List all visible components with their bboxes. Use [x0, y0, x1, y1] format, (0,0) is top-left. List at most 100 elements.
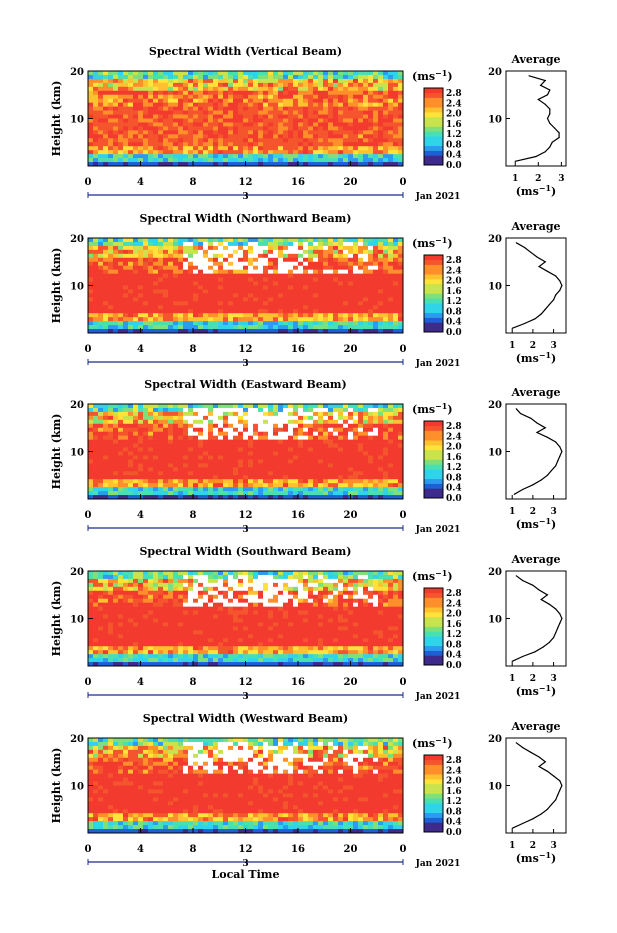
heatmap-cell [308, 75, 313, 79]
heatmap-cell [328, 428, 333, 432]
heatmap-cell [113, 309, 118, 313]
heatmap-cell [178, 115, 183, 119]
heatmap-cell [103, 138, 108, 142]
heatmap-cell [373, 416, 378, 420]
heatmap-cell [203, 91, 208, 95]
heatmap-cell [133, 107, 138, 111]
heatmap-cell [268, 150, 273, 154]
heatmap-cell [333, 266, 338, 270]
heatmap-cell [143, 309, 148, 313]
heatmap-cell [118, 575, 123, 579]
heatmap-cell [318, 487, 323, 491]
heatmap-cell [103, 448, 108, 452]
heatmap-cell [213, 242, 218, 246]
heatmap-cell [238, 408, 243, 412]
heatmap-cell [123, 83, 128, 87]
heatmap-cell [323, 107, 328, 111]
heatmap-cell [278, 238, 283, 242]
heatmap-cell [148, 420, 153, 424]
heatmap-cell [333, 459, 338, 463]
heatmap-cell [173, 313, 178, 317]
heatmap-cell [363, 428, 368, 432]
heatmap-cell [368, 142, 373, 146]
heatmap-cell [153, 158, 158, 162]
heatmap-cell [108, 150, 113, 154]
heatmap-cell [128, 440, 133, 444]
heatmap-cell [148, 242, 153, 246]
heatmap-cell [393, 483, 398, 487]
heatmap-cell [313, 412, 318, 416]
heatmap-cell [98, 317, 103, 321]
heatmap-cell [103, 286, 108, 290]
heatmap-cell [138, 87, 143, 91]
heatmap-cell [178, 258, 183, 262]
heatmap-cell [223, 289, 228, 293]
heatmap-cell [228, 119, 233, 123]
heatmap-cell [298, 83, 303, 87]
heatmap-cell [298, 420, 303, 424]
heatmap-cell [308, 575, 313, 579]
heatmap-cell [363, 317, 368, 321]
heatmap-cell [328, 95, 333, 99]
heatmap-cell [163, 297, 168, 301]
heatmap-cell [143, 158, 148, 162]
heatmap-cell [218, 158, 223, 162]
heatmap-cell [378, 404, 383, 408]
heatmap-cell [253, 483, 258, 487]
heatmap-cell [348, 321, 353, 325]
heatmap-cell [378, 126, 383, 130]
heatmap-cell [158, 99, 163, 103]
heatmap-cell [348, 286, 353, 290]
heatmap-cell [258, 111, 263, 115]
heatmap-cell [288, 266, 293, 270]
heatmap-cell [203, 242, 208, 246]
heatmap-cell [148, 404, 153, 408]
heatmap-cell [353, 274, 358, 278]
heatmap-cell [173, 99, 178, 103]
heatmap-cell [148, 119, 153, 123]
heatmap-cell [118, 416, 123, 420]
heatmap-cell [118, 452, 123, 456]
heatmap-cell [168, 87, 173, 91]
average-x-tick-label: 3 [550, 341, 556, 351]
heatmap-cell [343, 286, 348, 290]
heatmap-cell [353, 440, 358, 444]
heatmap-cell [153, 305, 158, 309]
heatmap-cell [123, 142, 128, 146]
heatmap-cell [358, 83, 363, 87]
heatmap-cell [338, 91, 343, 95]
heatmap-cell [378, 122, 383, 126]
heatmap-cell [198, 325, 203, 329]
heatmap-cell [153, 459, 158, 463]
heatmap-cell [318, 254, 323, 258]
heatmap-cell [303, 246, 308, 250]
heatmap-cell [333, 297, 338, 301]
heatmap-cell [318, 119, 323, 123]
heatmap-cell [273, 146, 278, 150]
heatmap-cell [263, 119, 268, 123]
heatmap-cell [258, 99, 263, 103]
heatmap-cell [238, 258, 243, 262]
heatmap-cell [278, 126, 283, 130]
heatmap-cell [148, 317, 153, 321]
heatmap-cell [173, 83, 178, 87]
heatmap-cell [243, 579, 248, 583]
heatmap-cell [273, 571, 278, 575]
heatmap-cell [268, 238, 273, 242]
heatmap-cell [138, 99, 143, 103]
heatmap-cell [328, 475, 333, 479]
heatmap-cell [188, 142, 193, 146]
heatmap-cell [253, 270, 258, 274]
heatmap-cell [198, 416, 203, 420]
heatmap-cell [338, 455, 343, 459]
heatmap-cell [303, 71, 308, 75]
heatmap-cell [378, 146, 383, 150]
heatmap-cell [223, 471, 228, 475]
heatmap-cell [103, 428, 108, 432]
heatmap-cell [383, 107, 388, 111]
heatmap-cell [253, 87, 258, 91]
heatmap-cell [98, 432, 103, 436]
heatmap-cell [93, 293, 98, 297]
heatmap-cell [123, 258, 128, 262]
heatmap-cell [388, 305, 393, 309]
